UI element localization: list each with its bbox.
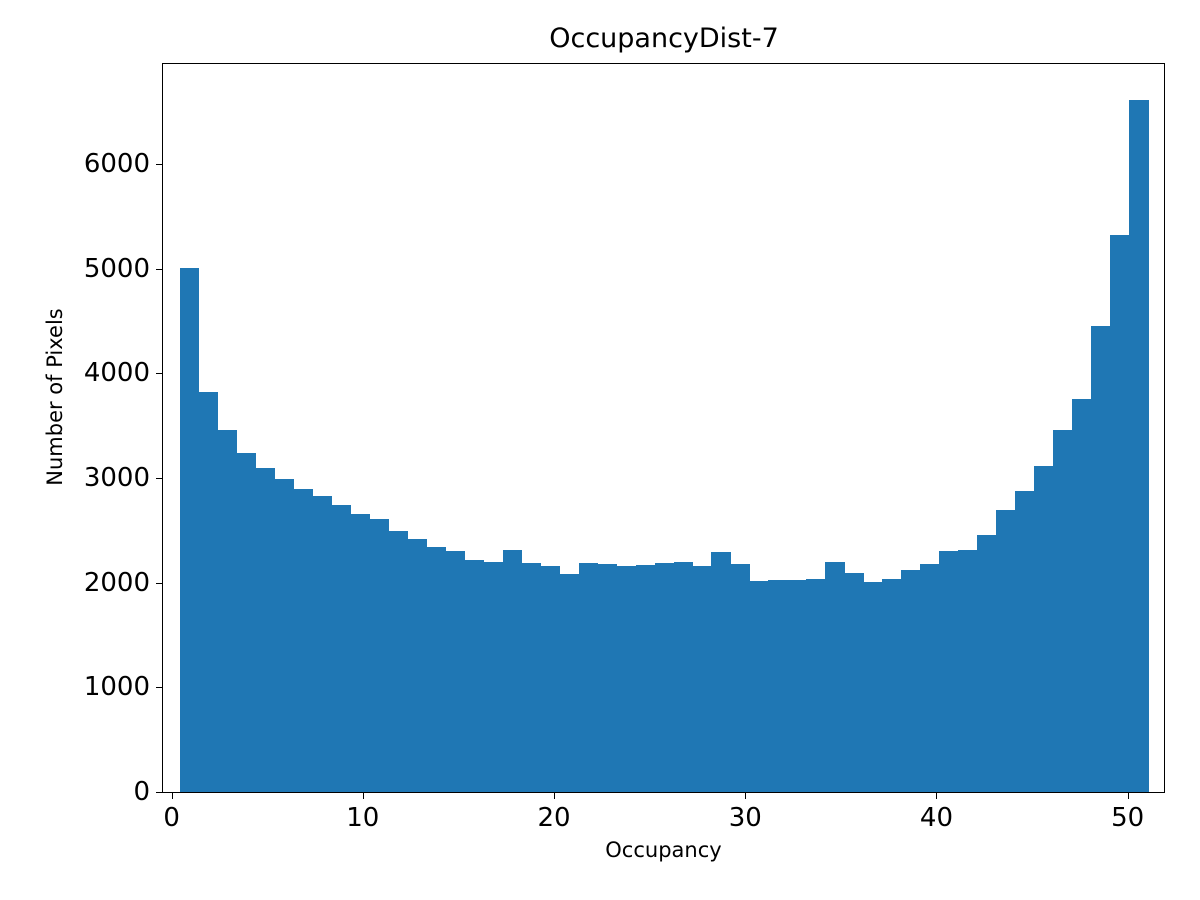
x-tick-label: 10: [346, 803, 380, 833]
histogram-bar: [350, 513, 371, 792]
histogram-bar: [787, 579, 807, 792]
histogram-bar: [236, 453, 257, 792]
histogram-bar: [977, 534, 997, 792]
histogram-bar: [1072, 398, 1092, 792]
x-tick-label: 30: [728, 803, 762, 833]
histogram-bar: [369, 518, 390, 792]
histogram-bar: [559, 574, 580, 792]
histogram-bar: [882, 578, 902, 792]
histogram-bar: [996, 509, 1016, 792]
histogram-bar: [426, 547, 447, 792]
plot-area: 0 1000 2000 3000 4000 5000 6000 0 10 20 30 40 50: [84, 63, 1165, 833]
histogram-bar: [768, 579, 789, 792]
histogram-bar: [388, 531, 409, 792]
histogram-bar: [635, 564, 656, 792]
x-tick-label: 50: [1111, 803, 1145, 833]
y-tick-mark: [156, 478, 163, 480]
histogram-bar: [293, 488, 314, 792]
y-tick-label: 3000: [83, 463, 150, 494]
y-tick-mark: [156, 582, 163, 584]
histogram-bar: [578, 562, 599, 792]
histogram-bar: [464, 559, 485, 792]
x-tick-mark: [362, 792, 364, 799]
y-tick-mark: [156, 687, 163, 689]
histogram-bar: [198, 392, 219, 792]
histogram-bar: [1110, 235, 1130, 792]
histogram-bar: [502, 550, 523, 792]
y-tick-label: 5000: [83, 253, 150, 284]
y-tick-mark: [156, 792, 163, 793]
y-tick-label: 1000: [83, 672, 150, 703]
histogram-bar: [654, 562, 675, 792]
histogram-bar: [749, 580, 770, 792]
histogram-bar: [806, 578, 826, 792]
histogram-bar: [331, 505, 352, 792]
histogram-bar: [730, 563, 751, 792]
y-tick-label: 2000: [83, 567, 150, 598]
histogram-bar: [901, 570, 921, 792]
x-axis-label: Occupancy: [605, 838, 722, 862]
y-tick-label: 0: [133, 777, 150, 807]
histogram-bar: [407, 538, 428, 792]
x-tick-mark: [554, 792, 556, 799]
histogram-bar: [958, 550, 978, 792]
histogram-bar: [692, 566, 713, 792]
histogram-bar: [312, 495, 333, 792]
histogram-bar: [616, 566, 637, 792]
histogram-bar: [844, 573, 864, 792]
histogram-bar: [673, 561, 694, 792]
x-tick-label: 20: [537, 803, 571, 833]
y-tick-mark: [156, 373, 163, 375]
chart-title: OccupancyDist-7: [549, 23, 779, 54]
histogram-bar: [217, 430, 238, 792]
histogram-bar: [939, 551, 959, 792]
histogram-bar: [1129, 100, 1149, 792]
y-tick-label: 4000: [83, 358, 150, 389]
y-tick-mark: [156, 164, 163, 166]
histogram-bar: [1053, 430, 1073, 792]
x-tick-label: 40: [919, 803, 953, 833]
x-tick-label: 0: [163, 803, 180, 833]
histogram-bar: [711, 552, 732, 792]
y-tick-label: 6000: [83, 149, 150, 180]
x-tick-mark: [171, 792, 173, 799]
histogram-bar: [274, 479, 295, 792]
x-tick-mark: [745, 792, 747, 799]
y-axis-label: Number of Pixels: [43, 308, 67, 486]
histogram-bar: [1091, 326, 1111, 792]
histogram-bar: [863, 581, 883, 792]
histogram-bar: [540, 566, 561, 792]
histogram-bar: [825, 561, 845, 792]
histogram-bar: [255, 467, 276, 792]
x-tick-mark: [936, 792, 938, 799]
y-tick-mark: [156, 268, 163, 270]
histogram-bar: [179, 267, 200, 792]
histogram-bar: [445, 551, 466, 792]
x-tick-mark: [1127, 792, 1129, 799]
histogram-bar: [521, 562, 542, 792]
histogram-bar: [483, 561, 504, 792]
histogram-bar: [920, 563, 940, 792]
histogram-bar: [1034, 465, 1054, 792]
histogram-bar: [597, 563, 618, 792]
histogram-bar: [1015, 490, 1035, 792]
